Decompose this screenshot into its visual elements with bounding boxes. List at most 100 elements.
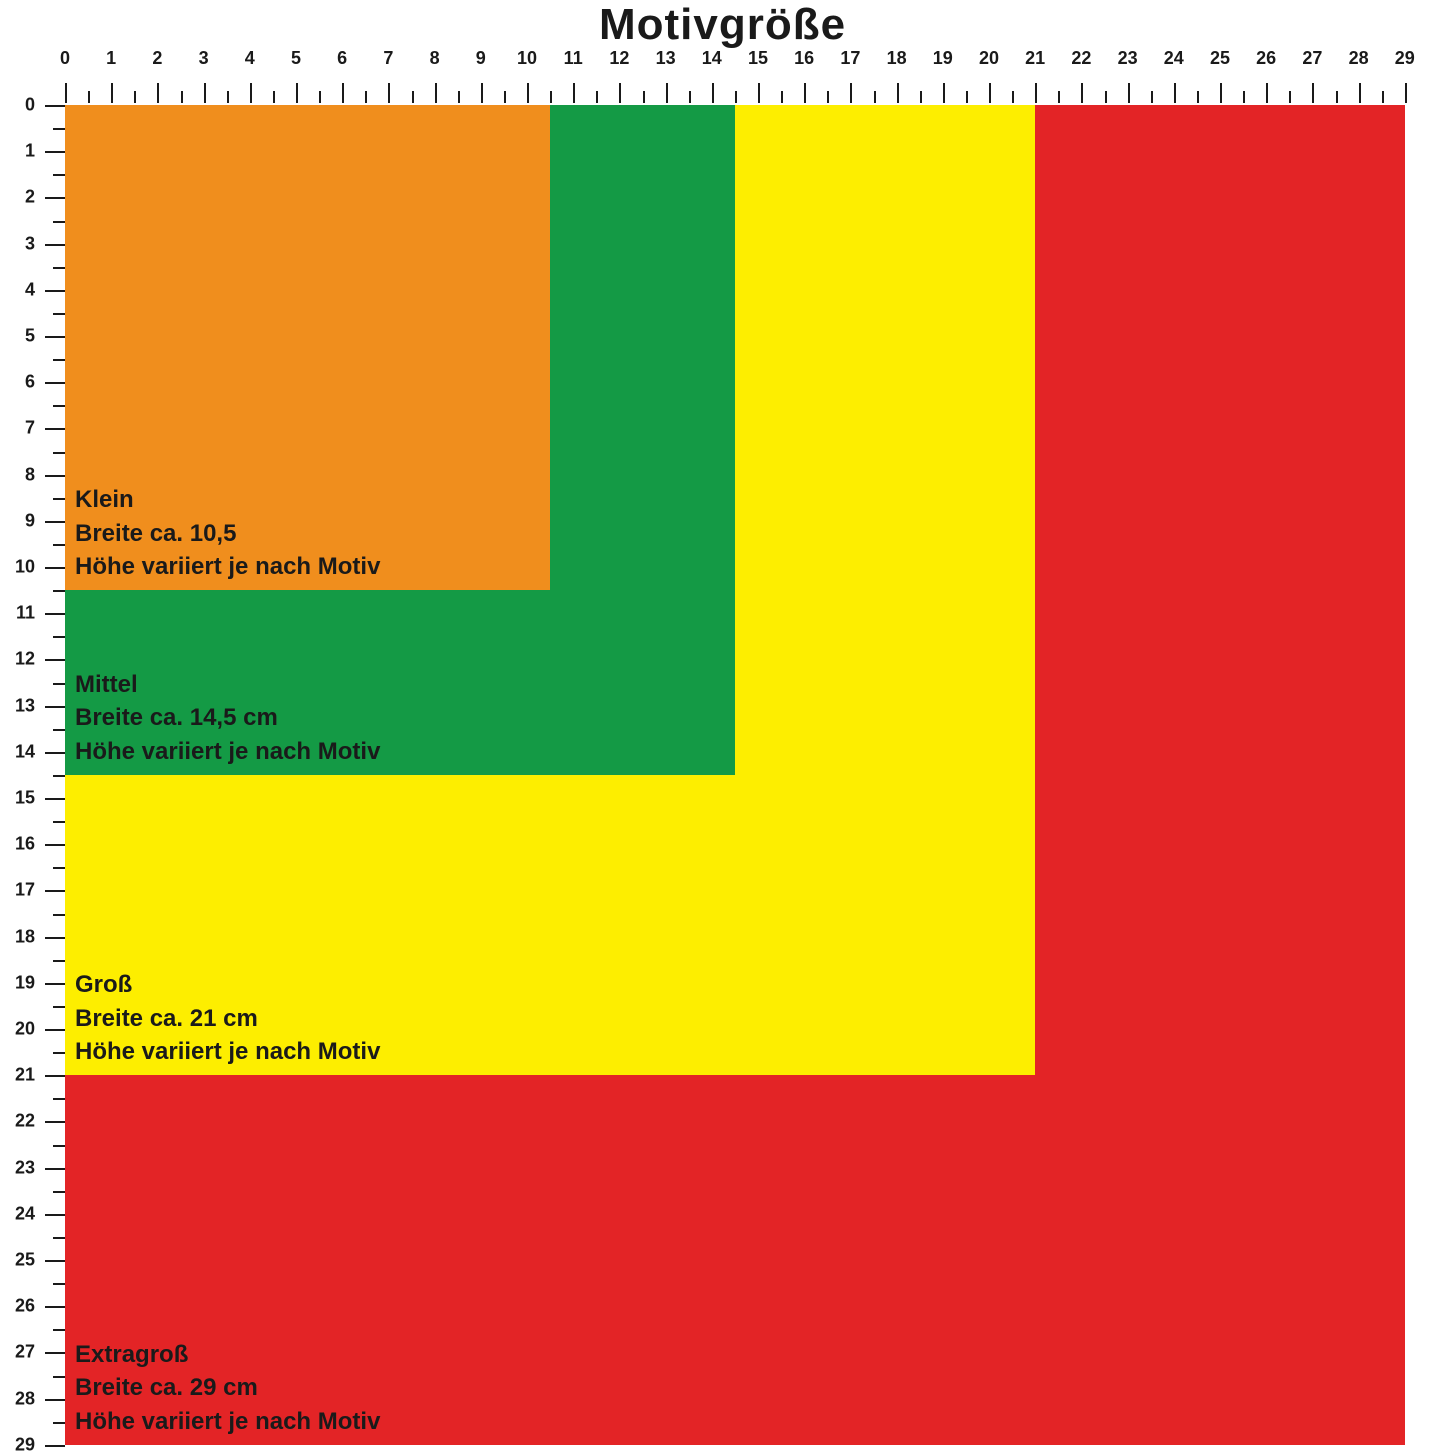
ruler-top-tick-minor [181,91,183,103]
ruler-left-tick-major [45,983,65,985]
ruler-top-number: 29 [1395,48,1415,69]
ruler-top-number: 18 [887,48,907,69]
size-label-extragross: ExtragroßBreite ca. 29 cmHöhe variiert j… [75,1338,380,1439]
ruler-horizontal: 0123456789101112131415161718192021222324… [65,48,1405,103]
ruler-left-tick-minor [53,1145,65,1147]
ruler-top-tick-minor [1012,91,1014,103]
ruler-left-tick-minor [53,1376,65,1378]
ruler-top-tick-major [435,83,437,103]
ruler-top-tick-major [250,83,252,103]
ruler-top-tick-minor [319,91,321,103]
ruler-top-tick-minor [827,91,829,103]
ruler-top-number: 0 [60,48,70,69]
ruler-left-tick-major [45,1168,65,1170]
ruler-left-number: 27 [0,1342,35,1363]
ruler-top-tick-major [388,83,390,103]
ruler-top-tick-major [1359,83,1361,103]
ruler-left-tick-major [45,706,65,708]
ruler-top-tick-major [111,83,113,103]
ruler-top-tick-minor [273,91,275,103]
ruler-left-tick-major [45,1075,65,1077]
ruler-top-number: 9 [476,48,486,69]
ruler-left-number: 7 [0,418,35,439]
ruler-top-tick-major [666,83,668,103]
ruler-left-tick-major [45,1445,65,1447]
ruler-top-number: 7 [383,48,393,69]
ruler-left-number: 1 [0,141,35,162]
ruler-top-tick-major [296,83,298,103]
ruler-top-tick-minor [365,91,367,103]
ruler-left-tick-major [45,659,65,661]
ruler-top-number: 17 [840,48,860,69]
ruler-left-tick-major [45,1029,65,1031]
ruler-left-tick-major [45,336,65,338]
ruler-left-number: 14 [0,741,35,762]
ruler-left-tick-major [45,890,65,892]
ruler-top-tick-major [943,83,945,103]
plot-area: ExtragroßBreite ca. 29 cmHöhe variiert j… [65,105,1405,1445]
ruler-top-tick-minor [1243,91,1245,103]
ruler-top-tick-minor [735,91,737,103]
ruler-top-tick-major [1220,83,1222,103]
ruler-left-tick-major [45,752,65,754]
ruler-top-tick-minor [227,91,229,103]
size-label-title: Klein [75,483,380,517]
ruler-top-number: 8 [430,48,440,69]
ruler-left-number: 10 [0,557,35,578]
ruler-left-tick-minor [53,1422,65,1424]
ruler-top-tick-major [1405,83,1407,103]
ruler-top-number: 1 [106,48,116,69]
size-label-title: Groß [75,968,380,1002]
ruler-left-tick-minor [53,960,65,962]
ruler-top-number: 22 [1071,48,1091,69]
ruler-left-tick-major [45,798,65,800]
ruler-left-tick-major [45,1399,65,1401]
size-label-width: Breite ca. 10,5 [75,517,380,551]
ruler-top-tick-major [1035,83,1037,103]
ruler-top-tick-minor [596,91,598,103]
ruler-left-tick-minor [53,359,65,361]
ruler-left-number: 22 [0,1111,35,1132]
size-rect-klein: KleinBreite ca. 10,5Höhe variiert je nac… [65,105,550,590]
ruler-left-tick-major [45,844,65,846]
ruler-left-tick-major [45,1260,65,1262]
size-label-title: Extragroß [75,1338,380,1372]
ruler-top-number: 27 [1302,48,1322,69]
ruler-top-number: 21 [1025,48,1045,69]
ruler-top-tick-major [897,83,899,103]
size-label-width: Breite ca. 29 cm [75,1371,380,1405]
ruler-left-tick-minor [53,498,65,500]
size-label-height: Höhe variiert je nach Motiv [75,1405,380,1439]
ruler-top-tick-major [527,83,529,103]
ruler-top-tick-major [342,83,344,103]
ruler-left-number: 8 [0,464,35,485]
ruler-left-number: 13 [0,695,35,716]
ruler-top-number: 24 [1164,48,1184,69]
ruler-left-tick-minor [53,867,65,869]
ruler-top-tick-minor [1151,91,1153,103]
ruler-left-tick-minor [53,636,65,638]
ruler-left-number: 17 [0,880,35,901]
ruler-top-number: 25 [1210,48,1230,69]
ruler-top-number: 3 [199,48,209,69]
ruler-top-tick-major [573,83,575,103]
size-label-klein: KleinBreite ca. 10,5Höhe variiert je nac… [75,483,380,584]
ruler-top-tick-minor [689,91,691,103]
ruler-left-tick-minor [53,544,65,546]
ruler-left-tick-major [45,475,65,477]
ruler-left-number: 18 [0,926,35,947]
ruler-top-tick-minor [550,91,552,103]
ruler-left-number: 28 [0,1388,35,1409]
ruler-left-number: 16 [0,834,35,855]
ruler-left-tick-minor [53,1329,65,1331]
ruler-top-tick-minor [1105,91,1107,103]
ruler-top-tick-minor [1289,91,1291,103]
ruler-top-tick-minor [1197,91,1199,103]
ruler-top-tick-major [204,83,206,103]
ruler-top-number: 6 [337,48,347,69]
ruler-top-tick-major [1128,83,1130,103]
ruler-left-tick-major [45,105,65,107]
ruler-left-tick-minor [53,174,65,176]
ruler-left-tick-major [45,1306,65,1308]
ruler-left-tick-minor [53,1191,65,1193]
